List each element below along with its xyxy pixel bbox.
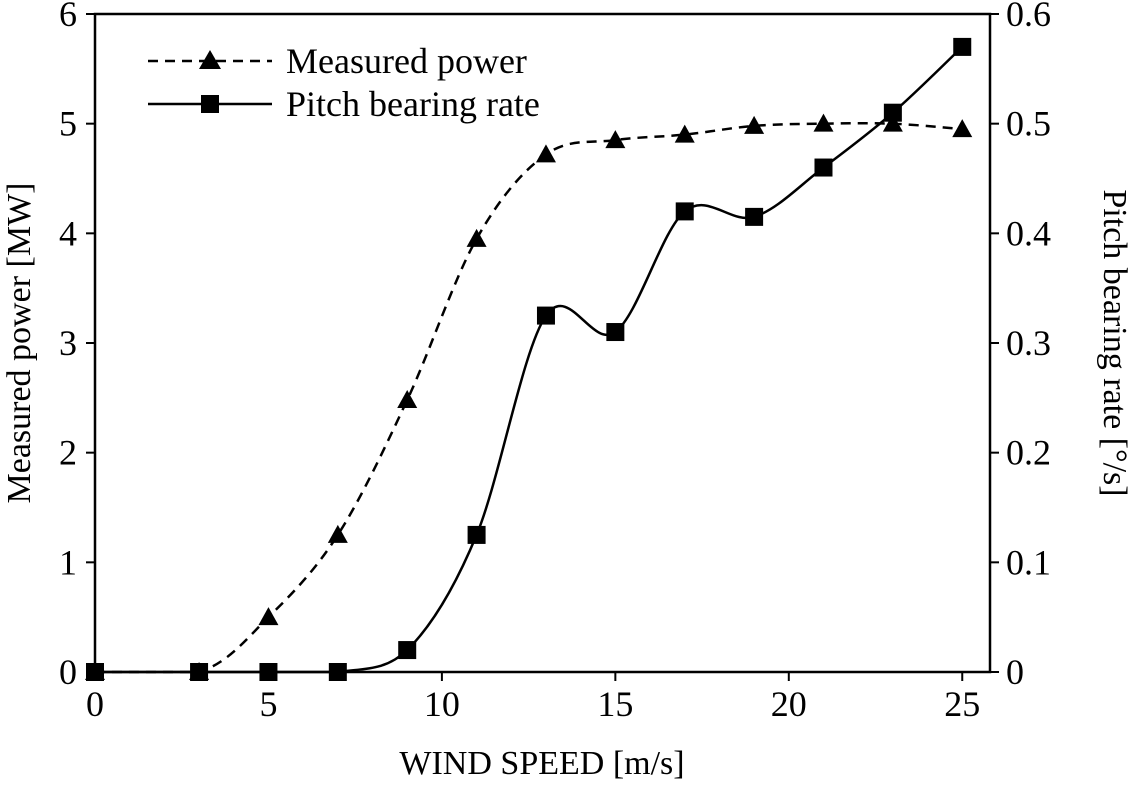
data-point-square — [814, 158, 833, 177]
plot-area-border — [93, 12, 992, 674]
data-point-square — [398, 641, 417, 660]
right-y-tick-label: 0 — [1006, 652, 1024, 692]
x-axis-title: WIND SPEED [m/s] — [399, 745, 684, 782]
series-line-0 — [95, 121, 963, 674]
left-y-tick-label: 0 — [59, 652, 77, 692]
data-point-square — [745, 207, 764, 226]
data-point-triangle — [535, 144, 556, 163]
left-y-tick-label: 4 — [59, 213, 77, 253]
left-axis-ticks: 0 1 2 3 4 5 6 — [59, 0, 95, 692]
x-tick-label: 5 — [259, 684, 277, 724]
data-point-triangle — [674, 124, 695, 143]
data-point-triangle — [258, 607, 279, 626]
left-y-tick-label: 3 — [59, 323, 77, 363]
legend-marker-square-icon — [201, 95, 219, 113]
x-tick-label: 20 — [771, 684, 807, 724]
data-point-triangle — [813, 113, 834, 132]
x-tick-label: 25 — [944, 684, 980, 724]
data-point-triangle — [327, 524, 348, 543]
right-axis-title: Pitch bearing rate [°/s] — [1096, 189, 1128, 496]
left-axis-title: Measured power [MW] — [1, 183, 38, 504]
right-y-tick-label: 0.6 — [1006, 0, 1051, 34]
data-point-square — [86, 663, 104, 681]
x-tick-label: 0 — [86, 684, 104, 724]
data-point-triangle — [605, 130, 626, 149]
series-line-1 — [95, 45, 964, 674]
legend-label-pitch-bearing-rate: Pitch bearing rate — [286, 84, 540, 124]
data-point-square — [883, 103, 902, 122]
x-tick-label: 10 — [424, 684, 460, 724]
left-y-tick-label: 2 — [59, 433, 77, 473]
data-point-square — [536, 306, 555, 325]
data-point-square — [675, 202, 694, 221]
left-y-tick-label: 6 — [59, 0, 77, 34]
data-point-triangle — [466, 228, 487, 247]
series-layer — [85, 37, 973, 681]
data-point-square — [467, 525, 486, 544]
legend-label-measured-power: Measured power — [286, 41, 527, 81]
right-y-tick-label: 0.2 — [1006, 433, 1051, 473]
right-y-tick-label: 0.5 — [1006, 104, 1051, 144]
data-point-square — [606, 323, 625, 342]
data-point-triangle — [882, 113, 903, 132]
data-point-square — [953, 37, 972, 56]
data-point-square — [190, 663, 209, 681]
legend-marker-triangle-icon — [199, 50, 221, 69]
x-axis-ticks: 0 5 10 15 20 25 — [86, 672, 980, 724]
right-y-tick-label: 0.4 — [1006, 213, 1051, 253]
data-point-triangle — [744, 115, 765, 134]
right-y-tick-label: 0.1 — [1006, 542, 1051, 582]
left-y-tick-label: 5 — [59, 104, 77, 144]
data-point-triangle — [397, 390, 418, 409]
data-point-square — [259, 663, 278, 681]
x-tick-label: 15 — [597, 684, 633, 724]
data-point-square — [328, 663, 347, 681]
right-y-tick-label: 0.3 — [1006, 323, 1051, 363]
legend: Measured power Pitch bearing rate — [148, 41, 540, 124]
data-point-triangle — [952, 119, 973, 138]
left-y-tick-label: 1 — [59, 542, 77, 582]
right-axis-ticks: 0 0.1 0.2 0.3 0.4 0.5 0.6 — [990, 0, 1051, 692]
